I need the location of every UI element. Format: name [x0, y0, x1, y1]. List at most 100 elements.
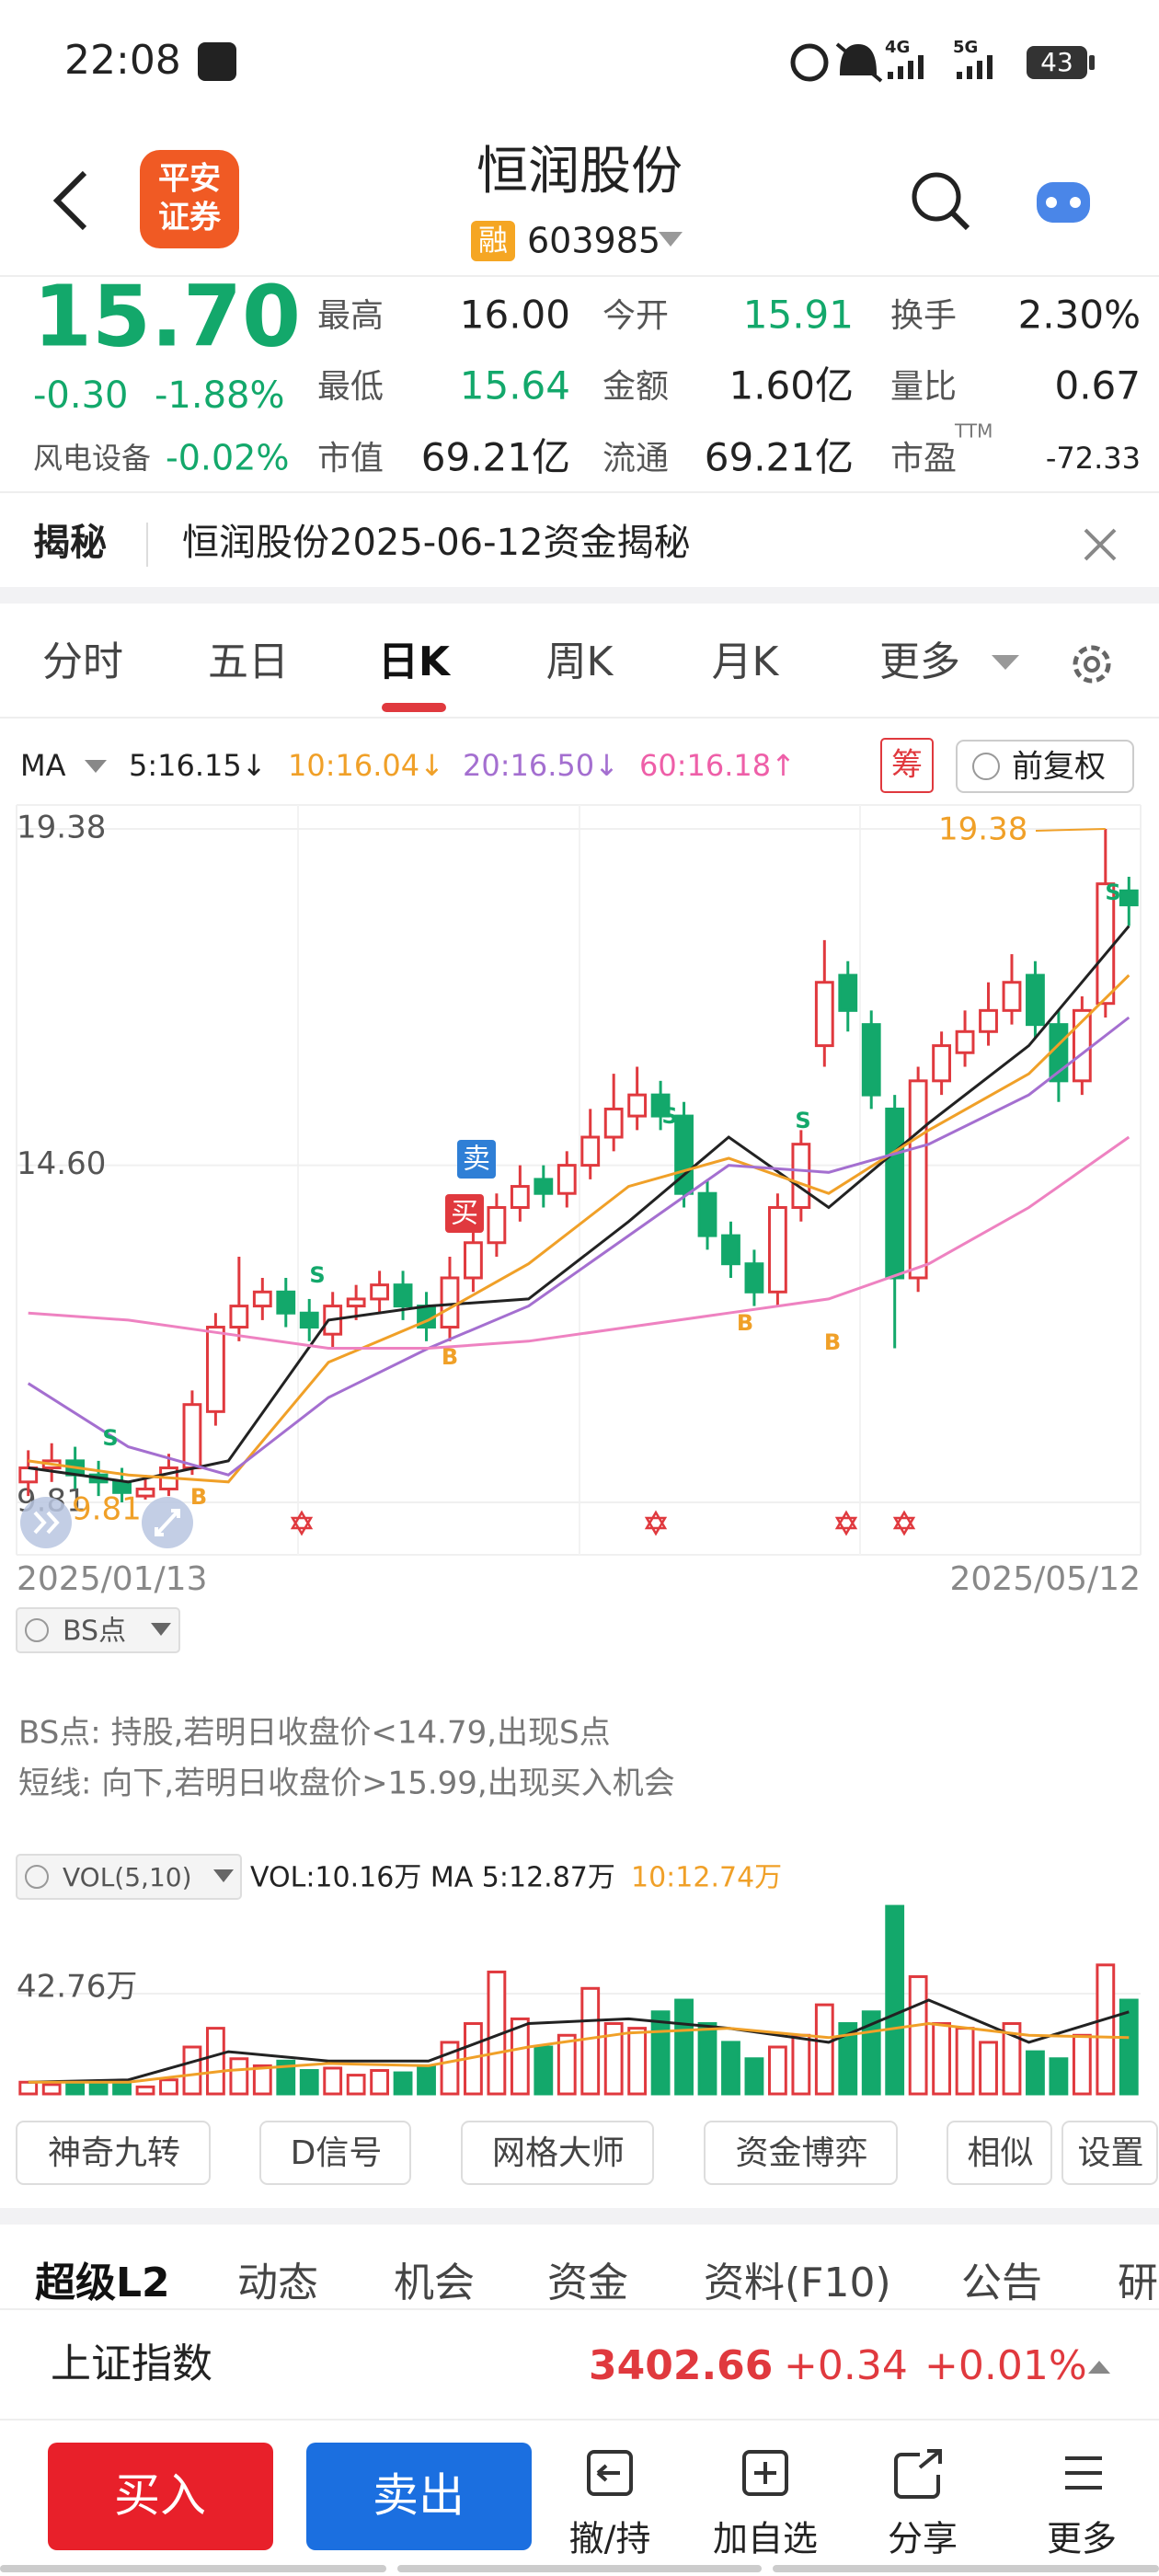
event-marker[interactable] — [290, 1510, 314, 1536]
info-icon — [25, 1618, 49, 1642]
info-tab[interactable]: 资金 — [547, 2260, 628, 2306]
code-dropdown[interactable] — [659, 232, 683, 247]
ma-item: 10:16.04↓ — [288, 748, 444, 783]
bs-hint: 短线: 向下,若明日收盘价>15.99,出现买入机会 — [18, 1765, 675, 1802]
ma-item: 5:16.15↓ — [129, 748, 267, 783]
volume-bar — [88, 2083, 109, 2096]
period-tab[interactable]: 五日 — [208, 638, 289, 685]
info-tab[interactable]: 动态 — [237, 2260, 318, 2306]
close-banner[interactable] — [1084, 528, 1117, 561]
period-tab[interactable]: 日K — [378, 638, 452, 685]
action-label[interactable]: 更多 — [1047, 2519, 1117, 2559]
info-tab[interactable]: 资料(F10) — [704, 2260, 891, 2306]
candle-body — [135, 1487, 155, 1498]
trade-badge[interactable] — [445, 1194, 484, 1233]
share-icon — [894, 2449, 942, 2499]
event-marker[interactable] — [892, 1510, 916, 1536]
action-label[interactable]: 分享 — [888, 2519, 958, 2559]
period-tab[interactable]: 分时 — [42, 638, 123, 685]
candle-body — [861, 1023, 881, 1097]
tool-button-text: D信号 — [291, 2134, 383, 2172]
ma-dropdown[interactable] — [85, 760, 107, 773]
banner-tag: 揭秘 — [33, 522, 107, 564]
volume-bar — [1072, 2033, 1092, 2096]
stat-label: 换手 — [890, 297, 957, 335]
period-tab[interactable]: 周K — [546, 638, 614, 685]
stock-code: 603985 — [527, 221, 660, 261]
ma-line — [28, 925, 1130, 1484]
tool-button[interactable] — [947, 2121, 1052, 2185]
info-tab[interactable]: 研 — [1118, 2260, 1158, 2306]
tool-button[interactable] — [16, 2121, 211, 2185]
volume-bar — [979, 2041, 998, 2096]
logo-text: 证券 — [158, 200, 222, 236]
volume-bar — [885, 1904, 905, 2096]
index-bar[interactable] — [0, 2309, 1159, 2420]
chip-button[interactable] — [880, 738, 934, 793]
period-tab[interactable]: 月K — [712, 638, 780, 685]
vol-ma10: 10:12.74万 — [631, 1862, 782, 1894]
adjust-button[interactable] — [956, 740, 1134, 793]
sector-name: 风电设备 — [33, 441, 151, 476]
info-tab[interactable]: 公告 — [961, 2260, 1042, 2306]
search-button[interactable] — [912, 172, 961, 222]
tool-button[interactable] — [259, 2121, 411, 2185]
action-label[interactable]: 撤/持 — [569, 2519, 651, 2559]
event-marker[interactable] — [834, 1510, 858, 1536]
volume-ma-line — [28, 2021, 1130, 2084]
vol-button[interactable] — [16, 1854, 242, 1900]
high-annotation: 19.38 — [938, 811, 1027, 848]
margin-badge-text: 融 — [478, 223, 508, 258]
info-tab[interactable]: 机会 — [394, 2260, 475, 2306]
vol-dropdown — [213, 1869, 234, 1882]
candle-body — [580, 1135, 601, 1167]
bs-button-text: BS点 — [63, 1616, 126, 1648]
event-marker[interactable] — [644, 1510, 668, 1536]
tool-button[interactable] — [1061, 2121, 1158, 2185]
battery-tip — [1089, 55, 1095, 70]
trade-badge[interactable] — [457, 1140, 496, 1179]
stat-value: 16.00 — [460, 293, 570, 338]
sell-button[interactable] — [306, 2443, 532, 2550]
index-expand[interactable] — [1088, 2361, 1110, 2374]
volume-bar — [1096, 1963, 1116, 2096]
volume-bar — [510, 2017, 530, 2096]
stats-grid: 最高 16.00 今开 15.91 换手 2.30% 最低 15.64 金额 1.60亿 量比 0.6… — [317, 293, 1141, 480]
tool-button[interactable] — [704, 2121, 898, 2185]
action-labels: 撤/持 加自选 分享 更多 — [569, 2519, 1117, 2559]
candle-body — [182, 1403, 202, 1470]
candle-body — [650, 1093, 671, 1118]
bs-dropdown — [151, 1623, 171, 1636]
bs-signal: S — [1105, 880, 1120, 905]
broker-logo — [140, 150, 239, 248]
candle-body — [979, 1008, 998, 1033]
volume-bar — [1026, 2050, 1045, 2096]
assistant-button[interactable] — [1037, 182, 1090, 223]
stat-label: 流通 — [602, 440, 669, 477]
x-tick-label: 2025/01/13 — [17, 1560, 208, 1598]
index-name: 上证指数 — [51, 2340, 212, 2387]
buy-button[interactable] — [48, 2443, 273, 2550]
pay-icon — [198, 42, 236, 81]
back-button[interactable] — [52, 170, 87, 231]
y-tick-label: 42.76万 — [17, 1969, 137, 2006]
info-tab[interactable]: 超级L2 — [35, 2260, 170, 2306]
volume-bar — [323, 2066, 343, 2096]
vol-text: VOL:10.16万 MA 5:12.87万 — [250, 1862, 615, 1894]
period-tab[interactable]: 更多 — [879, 638, 960, 685]
action-label[interactable]: 加自选 — [713, 2519, 818, 2559]
tool-button[interactable] — [461, 2121, 654, 2185]
bs-signal: B — [824, 1329, 841, 1355]
search-handle — [950, 211, 970, 231]
stat-label: 市值 — [317, 440, 384, 477]
settings-button[interactable] — [1073, 645, 1111, 684]
stat-label: 最低 — [317, 368, 384, 406]
banner-text[interactable]: 恒润股份2025-06-12资金揭秘 — [182, 522, 690, 564]
bs-button[interactable] — [16, 1607, 180, 1653]
tool-button-text: 设置 — [1077, 2134, 1143, 2172]
action-icons — [587, 2449, 1102, 2499]
stat-value: 69.21亿 — [421, 435, 570, 480]
more-dropdown[interactable] — [992, 655, 1019, 670]
